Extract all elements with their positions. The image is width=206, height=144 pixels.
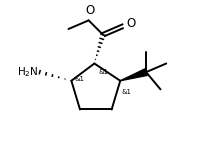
Text: H$_2$N: H$_2$N bbox=[17, 65, 38, 79]
Text: O: O bbox=[127, 17, 136, 31]
Text: &1: &1 bbox=[122, 89, 132, 95]
Text: &1: &1 bbox=[99, 69, 109, 75]
Polygon shape bbox=[120, 69, 147, 81]
Text: O: O bbox=[85, 4, 95, 17]
Text: &1: &1 bbox=[74, 76, 84, 82]
